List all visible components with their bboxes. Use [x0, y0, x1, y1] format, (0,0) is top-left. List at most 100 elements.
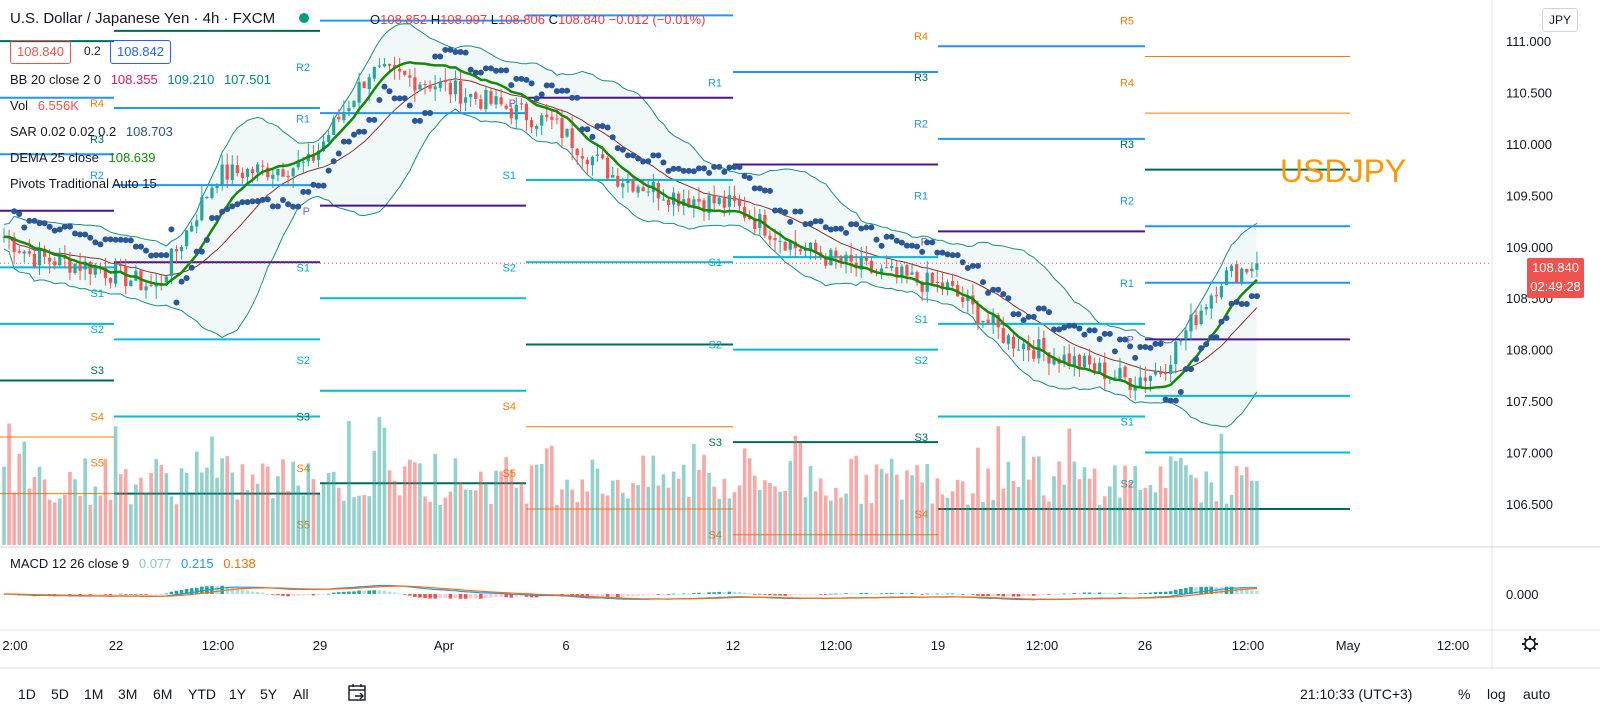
- macd-histogram-bar: [621, 594, 625, 597]
- log-scale-button[interactable]: log: [1487, 686, 1506, 702]
- volume-bar: [1021, 436, 1026, 545]
- timeframe-3m-button[interactable]: 3M: [118, 686, 138, 702]
- clock-timezone[interactable]: 21:10:33 (UTC+3): [1300, 686, 1413, 702]
- timeframe-5y-button[interactable]: 5Y: [260, 686, 278, 702]
- macd-histogram-bar: [1011, 594, 1016, 597]
- volume-bar: [1118, 497, 1122, 545]
- volume-bar: [210, 436, 214, 545]
- candle-body: [1153, 371, 1158, 375]
- sar-dot: [782, 209, 789, 216]
- volume-bar: [397, 495, 402, 545]
- sar-dot: [1187, 366, 1194, 373]
- timeframe-1m-button[interactable]: 1M: [84, 686, 104, 702]
- pivot-label: P: [509, 98, 516, 110]
- sar-dot: [934, 249, 941, 256]
- volume-bar: [260, 463, 265, 545]
- sar-dot: [285, 201, 292, 208]
- timeframe-6m-button[interactable]: 6M: [153, 686, 173, 702]
- candle-body: [499, 97, 503, 105]
- macd-histogram-bar: [991, 594, 995, 596]
- percent-scale-button[interactable]: %: [1458, 686, 1471, 702]
- candle-body: [357, 81, 361, 103]
- candle-body: [945, 282, 950, 291]
- sar-dot: [1000, 291, 1007, 298]
- timeframe-1d-button[interactable]: 1D: [18, 686, 36, 702]
- sar-dot: [1137, 344, 1144, 351]
- macd-histogram-bar: [93, 594, 98, 595]
- sar-dot: [584, 126, 591, 133]
- sar-dot: [269, 203, 276, 210]
- volume-bar: [636, 485, 640, 545]
- volume-bar: [550, 445, 554, 545]
- auto-scale-button[interactable]: auto: [1523, 686, 1551, 702]
- volume-bar: [443, 497, 448, 545]
- timeframe-1y-button[interactable]: 1Y: [229, 686, 247, 702]
- macd-histogram-bar: [438, 594, 443, 599]
- macd-histogram-bar: [397, 593, 402, 595]
- macd-histogram-bar: [113, 594, 118, 595]
- sell-price-button[interactable]: 108.840: [10, 40, 71, 64]
- sar-dot: [569, 94, 576, 101]
- candle-body: [895, 267, 899, 276]
- candle-body: [1093, 363, 1097, 371]
- sar-dot: [82, 231, 89, 238]
- sar-dot: [493, 67, 500, 74]
- timeframe-ytd-button[interactable]: YTD: [188, 686, 216, 702]
- volume-bar: [73, 479, 77, 545]
- market-status-dot-icon: [299, 13, 310, 23]
- sar-dot: [300, 188, 307, 195]
- candle-body: [905, 265, 909, 276]
- volume-legend[interactable]: Vol 6.556K: [10, 98, 79, 113]
- buy-price-button[interactable]: 108.842: [110, 40, 171, 64]
- volume-bar: [42, 479, 47, 545]
- candle-body: [32, 253, 37, 267]
- macd-histogram-bar: [854, 593, 858, 595]
- pivot-label: S5: [91, 458, 104, 470]
- macd-histogram-bar: [174, 590, 179, 594]
- x-tick-label: 2:00: [2, 638, 27, 653]
- macd-histogram-bar: [945, 593, 950, 595]
- volume-bar: [1026, 479, 1031, 545]
- candle-body: [408, 75, 412, 78]
- volume-bar: [271, 498, 275, 545]
- volume-bar: [1123, 465, 1127, 545]
- timeframe-5d-button[interactable]: 5D: [51, 686, 69, 702]
- macd-histogram-bar: [230, 587, 235, 594]
- bb-legend[interactable]: BB 20 close 2 0 108.355 109.210 107.501: [10, 72, 271, 87]
- macd-histogram-bar: [1052, 594, 1056, 595]
- candle-body: [169, 248, 173, 277]
- pivots-legend[interactable]: Pivots Traditional Auto 15: [10, 176, 157, 191]
- timeframe-all-button[interactable]: All: [293, 686, 309, 702]
- volume-bar: [1194, 478, 1198, 545]
- volume-bar: [854, 455, 858, 545]
- volume-bar: [1229, 494, 1234, 545]
- sar-dot: [1142, 344, 1149, 351]
- macd-legend[interactable]: MACD 12 26 close 9 0.077 0.215 0.138: [10, 556, 256, 571]
- sar-dot: [787, 218, 794, 225]
- date-range-button[interactable]: [346, 682, 368, 707]
- currency-button[interactable]: JPY: [1542, 8, 1578, 32]
- candle-body: [200, 196, 204, 221]
- macd-histogram-bar: [986, 594, 990, 597]
- volume-bar: [250, 474, 255, 545]
- candle-body: [737, 199, 742, 206]
- dema-legend[interactable]: DEMA 25 close 108.639: [10, 150, 156, 165]
- symbol-title[interactable]: U.S. Dollar / Japanese Yen · 4h · FXCM: [10, 10, 323, 27]
- volume-bar: [2, 466, 6, 545]
- macd-histogram-bar: [686, 593, 691, 595]
- sar-dot: [640, 158, 647, 165]
- macd-histogram-bar: [727, 591, 732, 594]
- macd-histogram-bar: [489, 594, 493, 598]
- candle-body: [580, 155, 584, 159]
- sar-dot: [873, 236, 880, 243]
- volume-bar: [342, 500, 346, 545]
- sar-legend[interactable]: SAR 0.02 0.02 0.2 108.703: [10, 124, 173, 139]
- sar-dot: [442, 46, 449, 53]
- sar-dot: [198, 248, 205, 255]
- sar-dot: [21, 224, 28, 231]
- sar-dot: [112, 236, 119, 243]
- sar-dot: [315, 182, 322, 189]
- candle-body: [514, 104, 518, 120]
- sar-dot: [980, 279, 987, 286]
